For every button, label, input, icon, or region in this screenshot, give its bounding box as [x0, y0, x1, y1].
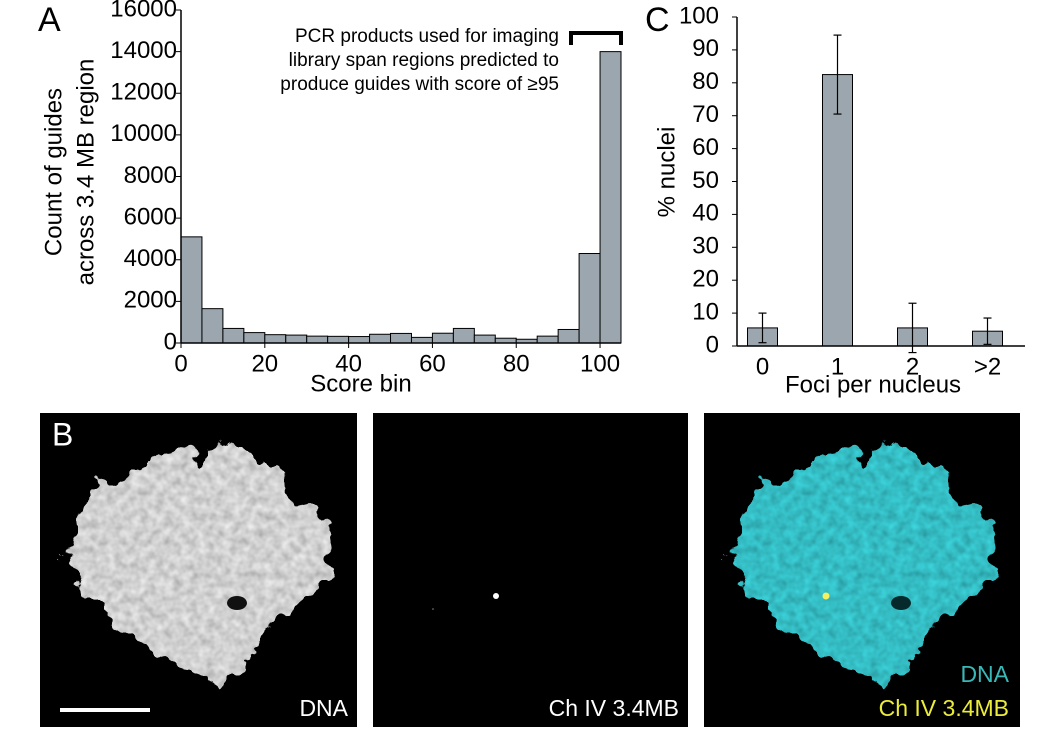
bar: [327, 335, 350, 344]
bar: [243, 332, 266, 344]
bar: [369, 333, 392, 344]
y-tick-label: 8000: [124, 162, 177, 189]
x-tick-label: 60: [419, 350, 446, 377]
image-caption: DNA: [299, 695, 348, 721]
image-caption: Ch IV 3.4MB: [879, 695, 1009, 721]
bar: [222, 327, 245, 344]
y-axis-label: % nuclei: [653, 127, 680, 218]
x-tick-label: 0: [756, 353, 769, 380]
annotation: PCR products used for imaging: [295, 26, 559, 47]
x-tick-label: 40: [335, 350, 362, 377]
image-merge: DNA Ch IV 3.4MB: [704, 413, 1020, 727]
y-tick-label: 80: [692, 68, 719, 95]
x-axis-label: Foci per nucleus: [785, 371, 961, 398]
y-tick-label: 10: [692, 298, 719, 325]
x-tick-label: 1: [831, 353, 844, 380]
annotation: produce guides with score of ≥95: [280, 74, 559, 95]
y-tick-label: 4000: [124, 245, 177, 272]
x-tick-label: 20: [251, 350, 278, 377]
panel-label: B: [52, 416, 73, 452]
y-tick-label: 14000: [110, 37, 177, 64]
y-tick-label: 100: [679, 2, 719, 29]
bracket: [569, 31, 623, 45]
panel-label: A: [38, 1, 61, 39]
y-tick-label: 0: [706, 331, 719, 358]
y-tick-label: 2000: [124, 287, 177, 314]
y-tick-label: 6000: [124, 203, 177, 230]
y-axis-label: Count of guides: [40, 88, 67, 256]
bar: [536, 335, 559, 344]
y-tick-label: 40: [692, 200, 719, 227]
x-tick-label: 100: [580, 350, 620, 377]
y-tick-label: 16000: [110, 0, 177, 22]
bar: [285, 334, 308, 344]
y-tick-label: 90: [692, 35, 719, 62]
x-tick-label: 2: [906, 353, 919, 380]
y-tick-label: 70: [692, 101, 719, 128]
image-caption: Ch IV 3.4MB: [549, 695, 679, 721]
bar: [348, 336, 371, 344]
x-tick-label: 80: [503, 350, 530, 377]
bar: [557, 328, 580, 344]
y-tick-label: 0: [164, 328, 177, 355]
bar: [473, 334, 496, 344]
image-caption: DNA: [960, 661, 1009, 687]
y-tick-label: 30: [692, 233, 719, 260]
y-tick-label: 10000: [110, 120, 177, 147]
y-tick-label: 12000: [110, 79, 177, 106]
bar: [306, 335, 329, 344]
x-axis-label: Score bin: [310, 370, 411, 397]
panel-label: C: [645, 1, 670, 39]
bar: [180, 236, 203, 344]
image-dna: DNA: [40, 413, 357, 727]
bar: [390, 332, 412, 344]
bar: [452, 327, 475, 344]
bar: [410, 336, 433, 344]
bar: [578, 253, 601, 344]
x-tick-label: 0: [174, 350, 187, 377]
y-tick-label: 50: [692, 167, 719, 194]
bar: [822, 74, 853, 347]
bar: [599, 51, 622, 344]
annotation: library span regions predicted to: [289, 50, 559, 71]
image-locus: Ch IV 3.4MB: [373, 413, 688, 727]
x-tick-label: >2: [974, 353, 1001, 380]
bar: [431, 332, 454, 344]
bar: [264, 334, 287, 344]
bar: [201, 308, 224, 344]
y-tick-label: 60: [692, 134, 719, 161]
y-axis-label: across 3.4 MB region: [72, 59, 99, 286]
y-tick-label: 20: [692, 266, 719, 293]
